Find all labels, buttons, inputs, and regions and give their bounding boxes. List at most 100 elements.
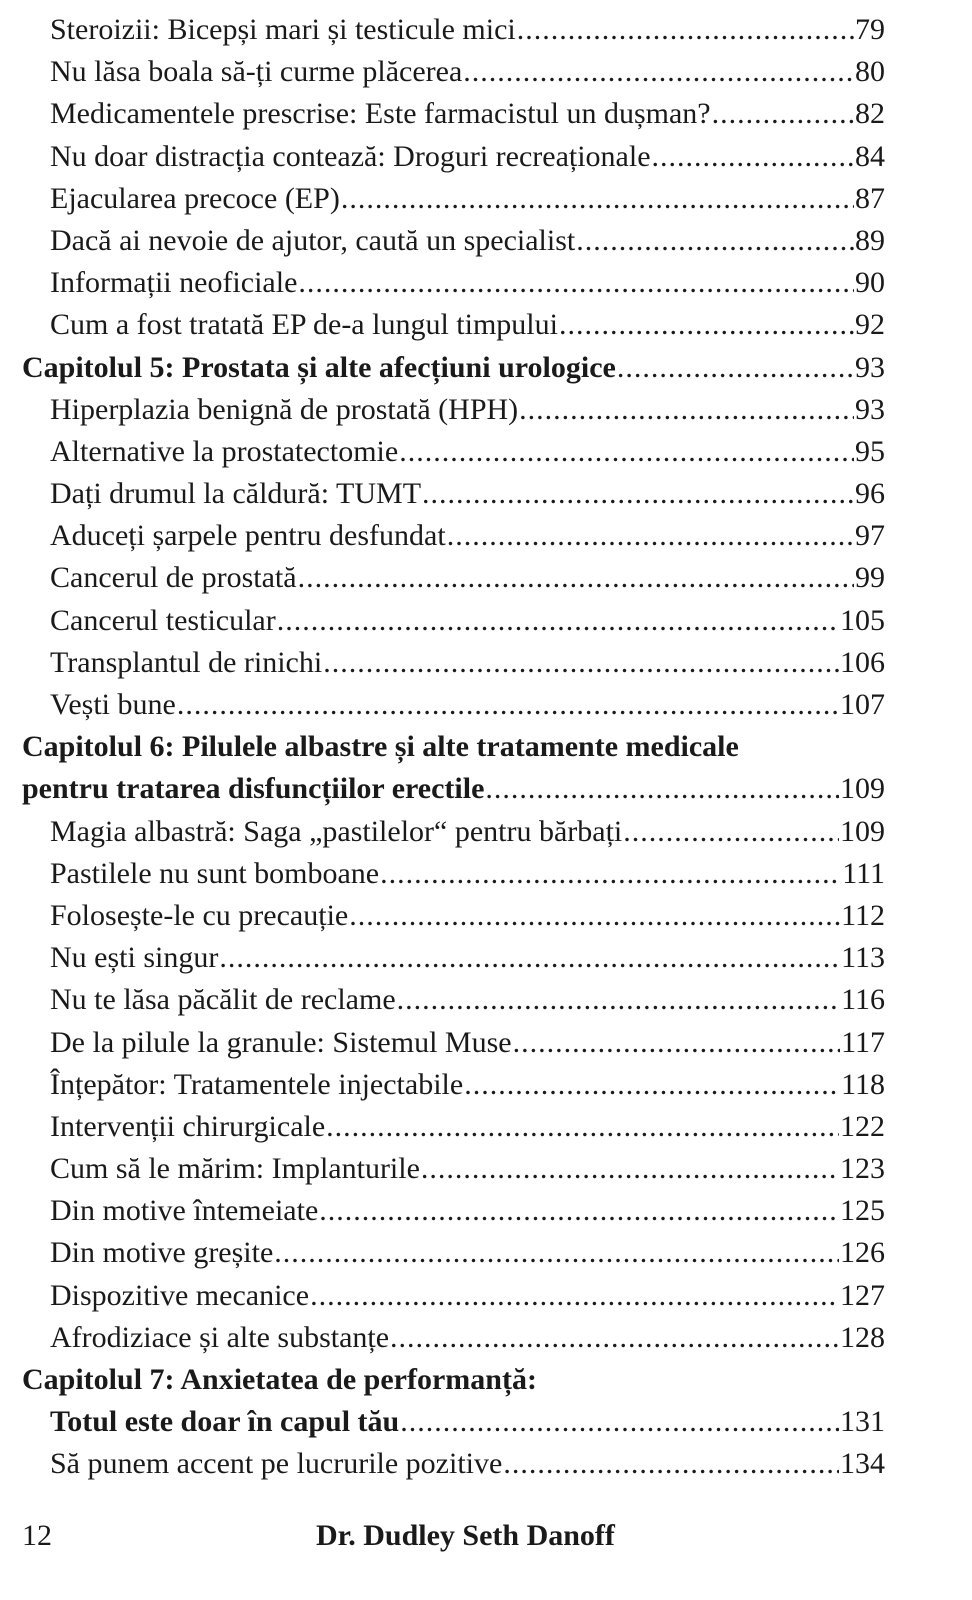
entry-page-number: 93 bbox=[855, 392, 885, 426]
toc-section-entry: Alternative la prostatectomie 95 bbox=[0, 431, 972, 473]
dot-leader bbox=[219, 937, 840, 979]
entry-title: Afrodiziace și alte substanțe bbox=[50, 1320, 390, 1354]
page-footer: 12 Dr. Dudley Seth Danoff bbox=[22, 1514, 885, 1558]
entry-title: Capitolul 6: Pilulele albastre și alte t… bbox=[22, 730, 739, 764]
toc-section-entry: Cancerul testicular 105 bbox=[0, 600, 972, 642]
entry-title: Nu lăsa boala să-ți curme plăcerea bbox=[50, 55, 463, 89]
toc-section-entry: Cum a fost tratată EP de-a lungul timpul… bbox=[0, 304, 972, 346]
dot-leader bbox=[652, 136, 854, 178]
dot-leader bbox=[274, 1232, 839, 1274]
entry-title: De la pilule la granule: Sistemul Muse bbox=[50, 1025, 512, 1059]
entry-title: Dați drumul la căldură: TUMT bbox=[50, 477, 422, 511]
toc-section-entry: Din motive întemeiate 125 bbox=[0, 1190, 972, 1232]
entry-page-number: 123 bbox=[840, 1152, 885, 1186]
dot-leader bbox=[447, 515, 854, 557]
entry-title: Cancerul de prostată bbox=[50, 561, 297, 595]
dot-leader bbox=[298, 262, 854, 304]
dot-leader bbox=[319, 1190, 839, 1232]
entry-page-number: 93 bbox=[855, 350, 885, 384]
entry-title: Aduceți șarpele pentru desfundat bbox=[50, 519, 446, 553]
entry-title: Magia albastră: Saga „pastilelor“ pentru… bbox=[50, 814, 623, 848]
toc-chapter-entry: Capitolul 7: Anxietatea de performanță: bbox=[0, 1359, 972, 1401]
dot-leader bbox=[380, 853, 841, 895]
toc-section-entry: De la pilule la granule: Sistemul Muse 11… bbox=[0, 1022, 972, 1064]
entry-title: Dispozitive mecanice bbox=[50, 1278, 310, 1312]
entry-title: Pastilele nu sunt bomboane bbox=[50, 856, 380, 890]
dot-leader bbox=[712, 93, 854, 135]
dot-leader bbox=[464, 1064, 840, 1106]
entry-page-number: 89 bbox=[855, 223, 885, 257]
entry-title: Folosește-le cu precauție bbox=[50, 898, 349, 932]
entry-title: Cancerul testicular bbox=[50, 603, 276, 637]
entry-title: Totul este doar în capul tău bbox=[50, 1405, 400, 1439]
entry-title: Intervenții chirurgicale bbox=[50, 1109, 326, 1143]
toc-chapter-entry: pentru tratarea disfuncțiilor erectile 10… bbox=[0, 768, 972, 810]
entry-title: Capitolul 7: Anxietatea de performanță: bbox=[22, 1363, 537, 1396]
entry-page-number: 79 bbox=[855, 13, 885, 46]
entry-page-number: 117 bbox=[841, 1025, 885, 1059]
dot-leader bbox=[421, 1148, 839, 1190]
entry-page-number: 128 bbox=[840, 1320, 885, 1354]
dot-leader bbox=[349, 895, 840, 937]
entry-title: Vești bune bbox=[50, 688, 176, 721]
entry-title: Dacă ai nevoie de ajutor, caută un speci… bbox=[50, 223, 576, 257]
toc-section-entry: Aduceți șarpele pentru desfundat 97 bbox=[0, 515, 972, 557]
dot-leader bbox=[517, 9, 854, 51]
toc-section-entry: Folosește-le cu precauție 112 bbox=[0, 895, 972, 937]
dot-leader bbox=[310, 1275, 839, 1317]
entry-page-number: 105 bbox=[840, 603, 885, 637]
entry-page-number: 107 bbox=[840, 688, 885, 721]
toc-section-entry: Steroizii: Bicepși mari și testicule mic… bbox=[0, 9, 972, 51]
dot-leader bbox=[513, 1022, 841, 1064]
dot-leader bbox=[463, 51, 854, 93]
entry-title: Înțepător: Tratamentele injectabile bbox=[50, 1067, 464, 1101]
toc-section-entry: Ejacularea precoce (EP) 87 bbox=[0, 178, 972, 220]
entry-title: Steroizii: Bicepși mari și testicule mic… bbox=[50, 13, 516, 46]
entry-page-number: 118 bbox=[841, 1067, 885, 1101]
dot-leader bbox=[177, 684, 839, 726]
entry-title: Cum să le mărim: Implanturile bbox=[50, 1152, 420, 1186]
dot-leader bbox=[576, 220, 854, 262]
toc-section-entry: Nu lăsa boala să-ți curme plăcerea 80 bbox=[0, 51, 972, 93]
toc-section-entry: Dați drumul la căldură: TUMT 96 bbox=[0, 473, 972, 515]
toc-section-entry: Vești bune 107 bbox=[0, 684, 972, 726]
entry-title: Alternative la prostatectomie bbox=[50, 434, 399, 468]
dot-leader bbox=[341, 178, 854, 220]
dot-leader bbox=[399, 431, 854, 473]
entry-title: Din motive întemeiate bbox=[50, 1194, 319, 1228]
entry-page-number: 90 bbox=[855, 266, 885, 300]
entry-page-number: 113 bbox=[841, 941, 885, 975]
toc-section-entry: Din motive greșite 126 bbox=[0, 1232, 972, 1274]
entry-page-number: 127 bbox=[840, 1278, 885, 1312]
dot-leader bbox=[277, 600, 839, 642]
toc-section-entry: Transplantul de rinichi 106 bbox=[0, 642, 972, 684]
toc-section-entry: Nu ești singur 113 bbox=[0, 937, 972, 979]
entry-page-number: 99 bbox=[855, 561, 885, 595]
entry-page-number: 109 bbox=[840, 772, 885, 806]
author-name: Dr. Dudley Seth Danoff bbox=[316, 1519, 615, 1552]
entry-page-number: 95 bbox=[855, 434, 885, 468]
entry-page-number: 112 bbox=[841, 898, 885, 932]
toc-section-entry: Afrodiziace și alte substanțe 128 bbox=[0, 1317, 972, 1359]
dot-leader bbox=[519, 389, 854, 431]
toc-section-entry: Cancerul de prostată 99 bbox=[0, 557, 972, 599]
entry-page-number: 111 bbox=[842, 856, 885, 890]
entry-page-number: 84 bbox=[855, 139, 885, 173]
toc-section-entry: Pastilele nu sunt bomboane 111 bbox=[0, 853, 972, 895]
toc-section-entry: Cum să le mărim: Implanturile 123 bbox=[0, 1148, 972, 1190]
dot-leader bbox=[617, 347, 854, 389]
dot-leader bbox=[298, 557, 854, 599]
entry-page-number: 126 bbox=[840, 1236, 885, 1270]
entry-title: Nu doar distracția contează: Droguri rec… bbox=[50, 139, 651, 173]
entry-title: Transplantul de rinichi bbox=[50, 645, 323, 679]
entry-page-number: 80 bbox=[855, 55, 885, 89]
dot-leader bbox=[485, 768, 839, 810]
entry-page-number: 87 bbox=[855, 181, 885, 215]
entry-title: Nu te lăsa păcălit de reclame bbox=[50, 983, 396, 1017]
entry-page-number: 97 bbox=[855, 519, 885, 553]
dot-leader bbox=[503, 1443, 839, 1485]
dot-leader bbox=[326, 1106, 839, 1148]
toc-section-entry: Nu te lăsa păcălit de reclame 116 bbox=[0, 979, 972, 1021]
entry-title: Nu ești singur bbox=[50, 941, 219, 975]
toc-chapter-entry: Totul este doar în capul tău 131 bbox=[0, 1401, 972, 1443]
